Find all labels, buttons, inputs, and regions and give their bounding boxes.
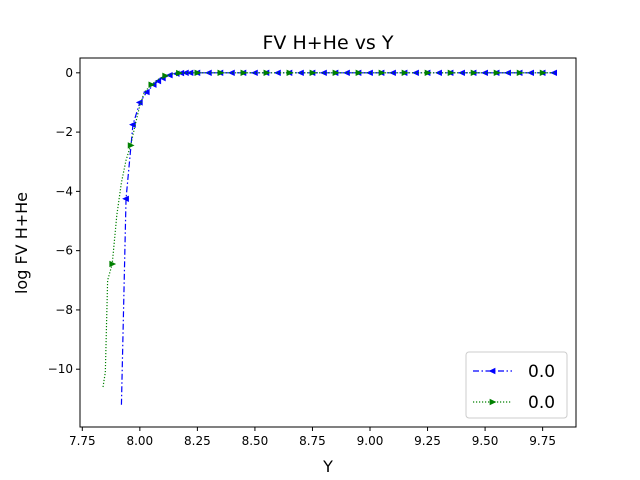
- legend-marker: [488, 367, 496, 375]
- data-point: [129, 121, 136, 128]
- data-point: [320, 69, 327, 77]
- data-point: [127, 142, 135, 149]
- data-point: [470, 69, 478, 77]
- data-point: [263, 69, 271, 77]
- data-point: [401, 69, 409, 77]
- legend-label: 0.0: [528, 362, 555, 382]
- chart-title: FV H+He vs Y: [263, 32, 394, 54]
- legend-marker: [489, 398, 497, 406]
- plot-area: [79, 57, 577, 428]
- data-point: [286, 69, 294, 77]
- data-point: [148, 81, 156, 88]
- data-point: [309, 69, 317, 77]
- data-point: [251, 69, 258, 77]
- data-point: [527, 69, 534, 77]
- y-axis-label: log FV H+He: [12, 192, 31, 294]
- axes-frame: [79, 57, 577, 428]
- data-point: [228, 69, 235, 77]
- legend-label: 0.0: [528, 393, 555, 413]
- x-tick-label: 9.50: [472, 434, 499, 448]
- x-tick-label: 8.00: [126, 434, 153, 448]
- data-point: [297, 69, 304, 77]
- x-tick-label: 8.75: [299, 434, 326, 448]
- series-layer: [102, 69, 557, 405]
- data-point: [217, 69, 225, 77]
- data-point: [109, 260, 117, 268]
- data-point: [516, 69, 524, 77]
- series-1: [102, 69, 555, 388]
- data-point: [135, 99, 143, 106]
- y-tick-label: −4: [55, 184, 73, 198]
- y-tick-label: −10: [48, 362, 73, 376]
- data-point: [389, 69, 396, 77]
- data-point: [366, 69, 373, 77]
- legend-entries: 0.0 0.0: [473, 362, 555, 413]
- x-tick-label: 7.75: [69, 434, 96, 448]
- data-point: [162, 72, 170, 79]
- data-point: [122, 195, 129, 202]
- data-point: [194, 69, 202, 77]
- data-point: [240, 69, 248, 77]
- x-axis: 7.75 8.00 8.25 8.50 8.75 9.00 9.25 9.50 9.75: [69, 427, 556, 448]
- x-tick-label: 9.00: [357, 434, 384, 448]
- data-point: [504, 69, 511, 77]
- x-tick-label: 9.25: [414, 434, 441, 448]
- data-point: [332, 69, 340, 77]
- legend: 0.0 0.0: [465, 351, 568, 419]
- y-tick-label: −8: [55, 303, 73, 317]
- data-point: [539, 69, 547, 77]
- x-tick-label: 9.75: [529, 434, 556, 448]
- x-axis-label: Y: [322, 457, 333, 476]
- data-point: [378, 69, 386, 77]
- data-point: [435, 69, 442, 77]
- data-point: [424, 69, 432, 77]
- y-tick-label: −2: [55, 125, 73, 139]
- y-axis: 0 −2 −4 −6 −8 −10: [48, 66, 80, 376]
- data-point: [447, 69, 455, 77]
- data-point: [142, 88, 150, 96]
- data-point: [176, 69, 183, 77]
- data-point: [355, 69, 363, 77]
- data-point: [458, 69, 465, 77]
- y-tick-label: −6: [55, 244, 73, 258]
- y-tick-label: 0: [65, 66, 73, 80]
- data-point: [493, 69, 501, 77]
- x-tick-label: 8.25: [184, 434, 211, 448]
- series-line: [102, 72, 555, 388]
- x-tick-label: 8.50: [242, 434, 269, 448]
- data-point: [154, 77, 162, 85]
